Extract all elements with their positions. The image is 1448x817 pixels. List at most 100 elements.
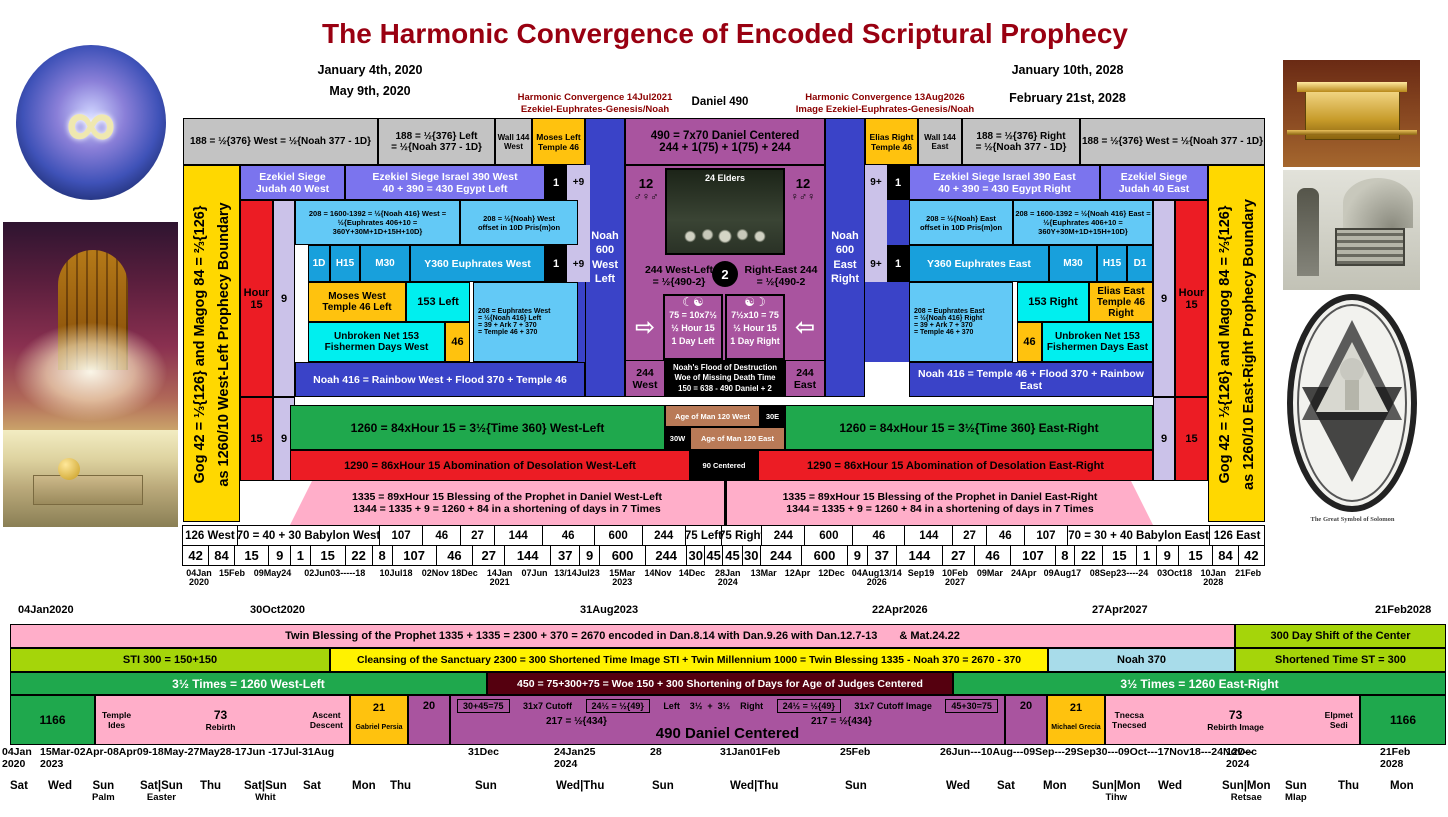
box-490-daniel-bottom: 30+45=75 31x7 Cutoff 24½ = ½{49} Left 3½…	[450, 695, 1005, 745]
timeline-date: 04Jan2020	[18, 604, 74, 616]
left-right-3half-label: Left 3½ + 3½ Right	[663, 701, 764, 711]
band-1335-west: 1335 = 89xHour 15 Blessing of the Prophe…	[290, 481, 724, 525]
twenty-west: 20	[422, 700, 436, 712]
elpmet-label: Elpmet	[1324, 709, 1353, 720]
box-73-west: Temple Ides 73 Rebirth Ascent Descent	[95, 695, 350, 745]
box-moses-left-temple: Moses Left Temple 46	[532, 118, 585, 165]
timeline-date: 27Apr2027	[1092, 604, 1148, 616]
box-24half-right: 24½ = ½{49}	[776, 699, 841, 713]
weekday-row: Sat Wed Sun Palm Sat|Sun Easter Thu Sat|Sun Whit…	[0, 780, 1448, 814]
cell-d1-east: D1	[1127, 245, 1153, 282]
temple-label: Temple	[102, 709, 132, 720]
box-unbroken-net-east: Unbroken Net 153 Fishermen Days East	[1042, 322, 1153, 362]
number-cell: 45	[704, 545, 724, 566]
number-cell: 600	[804, 525, 854, 546]
bottom-date: 25Feb	[840, 746, 871, 758]
date-label: 09Mar	[976, 568, 1003, 578]
number-cell: 126 West	[182, 525, 238, 546]
number-cell: 1	[1136, 545, 1157, 566]
bar-noah-416-west: Noah 416 = Rainbow West + Flood 370 + Te…	[295, 362, 585, 397]
lower-timeline-section: 04Jan2020 30Oct2020 31Aug2023 22Apr2026 27Ap…	[10, 604, 1446, 747]
left-arrow-icon: ⇦	[794, 313, 816, 341]
bottom-date-row: 04Jan 2020 15Mar-02Apr-08Apr09-18May-27May…	[0, 746, 1448, 777]
weekday-label: Sun|Mon Tihw	[1092, 780, 1141, 803]
date-label: Sep19	[907, 568, 935, 578]
number-row-2: 42 84 15 9 1 15 22 8 107 46 27 144 37 9 600 244 30 45 45 30…	[182, 545, 1266, 566]
cell-y360-east: Y360 Euphrates East	[909, 245, 1049, 282]
ides-label: Ides	[108, 720, 126, 730]
weekday-label: Wed	[48, 780, 73, 792]
yinyang-moon-right-icon: ☯☽	[744, 295, 766, 309]
box-ezekiel-judah-west: Ezekiel Siege Judah 40 West	[240, 165, 345, 200]
lower-date-row: 04Jan2020 30Oct2020 31Aug2023 22Apr2026 27Ap…	[10, 604, 1446, 624]
chip-1-west-mid: 1	[545, 245, 567, 282]
number-cell: 75 Right	[721, 525, 763, 546]
date-label: 15Mar 2023	[609, 568, 636, 588]
number-cell: 46	[541, 525, 595, 546]
gender-symbols-right: ♀♂♀	[790, 191, 816, 203]
chip-plus9-west-top: +9	[572, 177, 585, 188]
rebirth-image-label: Rebirth Image	[1207, 722, 1264, 732]
box-30-45-75: 30+45=75	[457, 699, 510, 713]
chip-9plus-east-top: 9+	[870, 177, 882, 188]
tower-glow	[13, 322, 168, 422]
band-450-woe: 450 = 75+300+75 = Woe 150 + 300 Shorteni…	[487, 672, 953, 695]
number-cell: 9	[268, 545, 292, 566]
infinity-symbol: ∞	[66, 83, 116, 162]
date-label: 04Jan 2020	[186, 568, 212, 588]
chip-1-east-mid: 1	[887, 245, 909, 282]
infinity-serpent-image: ∞	[3, 40, 178, 208]
cell-m30-east: M30	[1049, 245, 1097, 282]
fifteen-cell-west: 15	[240, 397, 273, 481]
date-label: 15Feb	[219, 568, 246, 578]
weekday-label: Sat	[997, 780, 1015, 792]
cell-h15-west: H15	[330, 245, 360, 282]
cell-m30-west: M30	[360, 245, 410, 282]
number-cell: 107	[378, 525, 424, 546]
date-label: 04Aug13/14 2026	[851, 568, 902, 588]
bottom-date: 12Dec 2024	[1226, 746, 1257, 770]
note-208-euphrates-west: 208 = Euphrates West = ½{Noah 416} Left …	[473, 282, 578, 362]
box-45-30-75: 45+30=75	[945, 699, 998, 713]
box-unbroken-net-west: Unbroken Net 153 Fishermen Days West	[308, 322, 445, 362]
gender-symbols-left: ♂♀♂	[633, 191, 659, 203]
chip-column-9plus-east: 9+ 9+	[865, 165, 887, 282]
note-208-offset-east: 208 = ½{Noah} East offset in 10D Pris(m)…	[909, 200, 1013, 245]
box-ezekiel-judah-east: Ezekiel Siege Judah 40 East	[1100, 165, 1208, 200]
seal-of-solomon-image	[1285, 292, 1420, 514]
right-end-date-2: February 21st, 2028	[1009, 91, 1126, 105]
box-21-michael-grecia: 21 Michael Grecia	[1047, 695, 1105, 745]
bottom-date: 21Feb 2028	[1380, 746, 1411, 770]
box-21-gabriel-persia: 21 Gabriel Persia	[350, 695, 408, 745]
timeline-date: 22Apr2026	[872, 604, 928, 616]
gog-magog-band-east-text: Gog 42 = ⅓{126} and Magog 84 = ⅔{126} as…	[1217, 199, 1257, 490]
mat-24-22-text: & Mat.24.22	[899, 630, 960, 642]
number-cell: 9	[846, 545, 868, 566]
date-label: 10Feb 2027	[941, 568, 968, 588]
box-moses-west-temple: Moses West Temple 46 Left	[308, 282, 406, 322]
band-cleansing-sanctuary: Cleansing of the Sanctuary 2300 = 300 Sh…	[330, 648, 1048, 672]
box-153-right: 153 Right	[1017, 282, 1089, 322]
24-elders-label: 24 Elders	[704, 173, 746, 183]
number-cell: 46	[435, 545, 474, 566]
weekday-label: Wed	[946, 780, 971, 792]
band-1335-east: 1335 = 89xHour 15 Blessing of the Prophe…	[727, 481, 1153, 525]
cell-1d-west: 1D	[308, 245, 330, 282]
box-188-right: 188 = ½{376} Right = ½{Noah 377 - 1D}	[962, 118, 1080, 165]
cell-y360-west: Y360 Euphrates West	[410, 245, 545, 282]
cell-244-west: 244 West	[625, 360, 665, 397]
seventy-three-east: 73	[1228, 708, 1243, 722]
number-cell: 42	[182, 545, 210, 566]
date-label: 07Jun	[521, 568, 548, 578]
left-start-date: January 4th, 2020	[317, 63, 423, 77]
twelve-right: 12 ♀♂♀	[785, 176, 821, 203]
weekday-label: Wed|Thu	[556, 780, 605, 792]
box-1166-west: 1166	[10, 695, 95, 745]
box-24half-left: 24½ = ½{49}	[585, 699, 650, 713]
number-cell: 9	[579, 545, 601, 566]
note-208-noah416-west: 208 = 1600-1392 = ½{Noah 416} West = ½{E…	[295, 200, 460, 245]
number-cell: 15	[309, 545, 346, 566]
ark-of-covenant-photo	[1283, 60, 1420, 167]
seal-caption: The Great Symbol of Solomon	[1310, 516, 1395, 523]
number-cell: 144	[504, 545, 552, 566]
